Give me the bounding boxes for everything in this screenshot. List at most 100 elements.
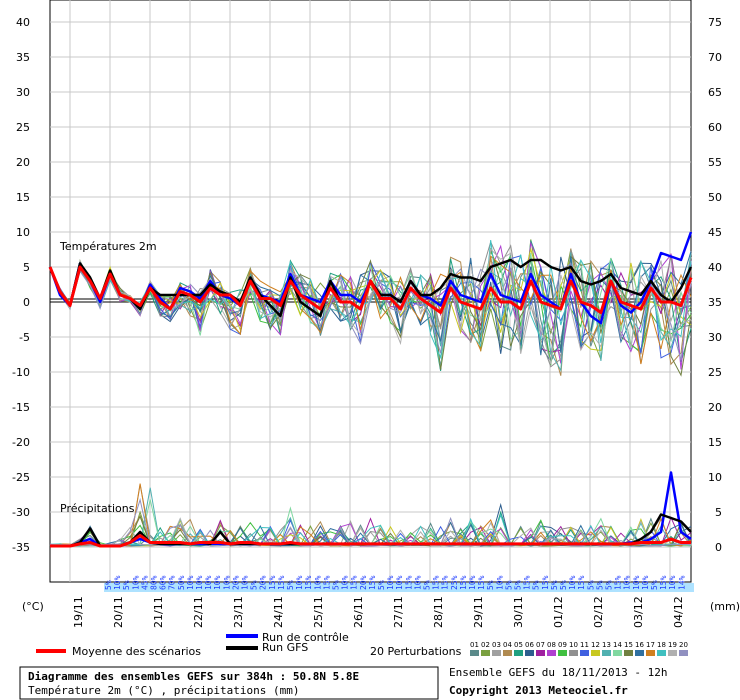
left-tick: 30	[16, 86, 30, 99]
precip-probability-label: 10%	[568, 575, 577, 590]
precipitation-section-label: Précipitations	[60, 502, 135, 515]
precip-probability-row: 5% 10% 5% 10% 45% 80% 60% 70% 50% 10% 10% 10% 10% 10%…	[104, 575, 686, 590]
precip-probability-label: 15%	[614, 575, 623, 590]
right-tick: 75	[708, 16, 722, 29]
precip-probability-label: 5%	[586, 580, 595, 590]
perturbation-number: 05	[514, 641, 523, 649]
precip-probability-label: 10%	[641, 575, 650, 590]
perturbation-number: 03	[492, 641, 501, 649]
left-tick: 0	[23, 296, 30, 309]
precip-probability-label: 5%	[595, 580, 604, 590]
precip-probability-label: 15%	[268, 575, 277, 590]
date-label: 21/11	[152, 596, 165, 628]
left-tick: -15	[12, 401, 30, 414]
right-tick: 70	[708, 51, 722, 64]
precip-probability-label: 5%	[332, 580, 341, 590]
perturbation-number: 14	[613, 641, 622, 649]
left-axis-unit: (°C)	[22, 600, 44, 613]
perturbation-swatch	[536, 650, 545, 656]
perturbation-swatch	[547, 650, 556, 656]
date-label: 30/11	[512, 596, 525, 628]
perturbation-swatch	[679, 650, 688, 656]
precip-probability-label: 5%	[486, 580, 495, 590]
left-tick: 35	[16, 51, 30, 64]
precip-probability-label: 15%	[523, 575, 532, 590]
perturbation-swatch	[613, 650, 622, 656]
right-tick: 60	[708, 121, 722, 134]
precip-probability-label: 60%	[159, 575, 168, 590]
precip-probability-label: 5%	[104, 580, 113, 590]
legend-mean-label: Moyenne des scénarios	[72, 645, 201, 658]
perturbation-precip-line	[49, 513, 692, 547]
perturbation-number: 09	[558, 641, 567, 649]
precip-probability-label: 10%	[313, 575, 322, 590]
perturbation-number: 16	[635, 641, 644, 649]
precip-probability-label: 5%	[605, 580, 614, 590]
right-axis-unit: (mm)	[710, 600, 740, 613]
precip-probability-label: 10%	[341, 575, 350, 590]
perturbation-number: 06	[525, 641, 534, 649]
precip-probability-label: 15%	[304, 575, 313, 590]
left-tick: -35	[12, 541, 30, 554]
precip-probability-label: 10%	[413, 575, 422, 590]
right-tick: 45	[708, 226, 722, 239]
precip-probability-label: 45%	[140, 575, 149, 590]
perturbation-swatch	[558, 650, 567, 656]
left-tick: 5	[23, 261, 30, 274]
precip-probability-label: 10%	[395, 575, 404, 590]
right-tick: 35	[708, 296, 722, 309]
date-label: 04/12	[672, 596, 685, 628]
right-tick: 40	[708, 261, 722, 274]
precip-probability-label: 50%	[177, 575, 186, 590]
date-label: 01/12	[552, 596, 565, 628]
left-tick: -25	[12, 471, 30, 484]
left-tick: 10	[16, 226, 30, 239]
perturbation-number: 20	[679, 641, 688, 649]
perturbation-number: 18	[657, 641, 666, 649]
legend-control-label: Run de contrôle	[262, 631, 349, 644]
right-tick: 25	[708, 366, 722, 379]
date-label: 02/12	[592, 596, 605, 628]
perturbation-swatch	[646, 650, 655, 656]
left-tick: -20	[12, 436, 30, 449]
precip-probability-label: 10%	[204, 575, 213, 590]
precip-probability-label: 15%	[459, 575, 468, 590]
date-labels: 19/11 20/11 21/11 22/11 23/11 24/11 25/11 26/11…	[72, 596, 685, 628]
temperature-section-label: Températures 2m	[59, 240, 157, 253]
precip-probability-label: 5%	[423, 580, 432, 590]
perturbation-number: 04	[503, 641, 512, 649]
precip-probability-label: 5%	[559, 580, 568, 590]
left-tick: 15	[16, 191, 30, 204]
date-label: 24/11	[272, 596, 285, 628]
perturbation-number: 08	[547, 641, 556, 649]
date-label: 22/11	[192, 596, 205, 628]
precip-probability-label: 15%	[659, 575, 668, 590]
precip-probability-label: 10%	[241, 575, 250, 590]
right-tick: 5	[715, 506, 722, 519]
precip-probability-label: 10%	[386, 575, 395, 590]
date-label: 23/11	[232, 596, 245, 628]
footer-title: Diagramme des ensembles GEFS sur 384h : …	[28, 670, 359, 683]
date-label: 20/11	[112, 596, 125, 628]
footer-box	[19, 666, 439, 700]
perturbation-number: 07	[536, 641, 545, 649]
perturbation-swatch	[657, 650, 666, 656]
precip-probability-label: 10%	[222, 575, 231, 590]
precip-probability-label: 5%	[532, 580, 541, 590]
perturbation-number: 15	[624, 641, 633, 649]
percent-strip	[104, 583, 694, 592]
left-tick: -10	[12, 366, 30, 379]
precip-probability-label: 5%	[377, 580, 386, 590]
precip-probability-label: 15%	[368, 575, 377, 590]
precip-probability-label: 10%	[632, 575, 641, 590]
legend-gfs-label: Run GFS	[262, 641, 308, 654]
date-label: 25/11	[312, 596, 325, 628]
precip-probability-label: 15%	[322, 575, 331, 590]
date-label: 26/11	[352, 596, 365, 628]
left-tick: 20	[16, 156, 30, 169]
perturbation-swatch	[481, 650, 490, 656]
precip-probability-label: 10%	[113, 575, 122, 590]
precip-probability-label: 10%	[195, 575, 204, 590]
